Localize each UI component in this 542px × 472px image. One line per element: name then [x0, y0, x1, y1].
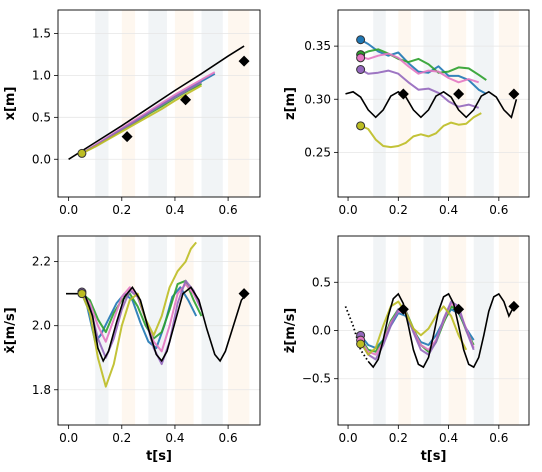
- x-tick-label: 0.0: [339, 431, 358, 445]
- plot-area: [58, 236, 260, 425]
- y-tick-label: 0.0: [32, 152, 51, 166]
- x-tick-label: 0.2: [389, 431, 408, 445]
- start-point: [356, 35, 366, 45]
- series-line: [359, 300, 468, 356]
- background-band-orange: [448, 10, 467, 197]
- x-tick-label: 0.2: [389, 203, 408, 217]
- x-tick-label: 0.4: [439, 203, 458, 217]
- background-band: [201, 236, 223, 425]
- y-tick-label: 0.35: [304, 39, 331, 53]
- x-tick-label: 0.6: [219, 431, 238, 445]
- diamond-marker: [508, 300, 520, 312]
- plot-frame: [337, 9, 530, 198]
- background-band-orange: [498, 10, 519, 197]
- y-axis-label: ż[m/s]: [283, 308, 298, 353]
- y-tick-label: 1.0: [32, 68, 51, 82]
- start-point: [77, 289, 87, 299]
- x-tick-label: 0.0: [59, 431, 78, 445]
- y-tick-label: 0.0: [312, 324, 331, 338]
- series-line: [81, 279, 203, 340]
- background-band-orange: [228, 236, 250, 425]
- plot-area: [338, 236, 529, 425]
- y-tick-label: 2.0: [32, 319, 51, 333]
- background-band: [473, 10, 494, 197]
- start-point: [356, 121, 366, 131]
- background-band: [148, 236, 167, 425]
- start-point: [356, 339, 366, 349]
- background-band-orange: [228, 10, 250, 197]
- diamond-marker: [397, 303, 409, 315]
- reference-line: [345, 90, 518, 119]
- diamond-marker: [238, 55, 250, 67]
- diamond-marker: [397, 88, 409, 100]
- reference-line: [66, 285, 248, 363]
- panel-4: 0.0 0.2 0.4 0.6 −0.5 0.0 0.5 ż[m/s] t[s]: [283, 235, 530, 464]
- y-tick-label: 0.5: [32, 110, 51, 124]
- diamond-marker: [453, 88, 465, 100]
- x-tick-label: 0.0: [59, 203, 78, 217]
- series-line: [81, 84, 202, 155]
- plot-frame: [57, 9, 261, 198]
- diamond-marker: [121, 131, 133, 143]
- x-axis-label: t[s]: [421, 449, 447, 464]
- plot-area: [58, 10, 260, 197]
- series-line: [360, 112, 482, 149]
- plot-area: [338, 10, 529, 197]
- diamond-marker: [453, 303, 465, 315]
- y-tick-label: −0.5: [302, 372, 331, 386]
- panel-1: 0.0 0.2 0.4 0.6 0.0 0.5 1.0 1.5 x[m]: [3, 9, 261, 217]
- reference-line: [68, 45, 245, 160]
- series-line: [81, 81, 202, 155]
- series-line: [360, 48, 487, 81]
- background-band: [201, 10, 223, 197]
- y-axis-label: z[m]: [283, 87, 298, 120]
- y-tick-label: 2.2: [32, 255, 51, 269]
- x-tick-label: 0.4: [165, 431, 184, 445]
- y-axis-label: x[m]: [3, 87, 18, 121]
- x-axis-label: t[s]: [146, 449, 172, 464]
- diamond-marker: [508, 88, 520, 100]
- x-tick-label: 0.2: [112, 203, 131, 217]
- x-tick-label: 0.4: [439, 431, 458, 445]
- y-tick-label: 1.8: [32, 383, 51, 397]
- background-band: [373, 10, 386, 197]
- background-band-orange: [121, 10, 136, 197]
- x-tick-label: 0.0: [339, 203, 358, 217]
- plot-frame: [57, 235, 261, 426]
- start-point: [77, 148, 87, 158]
- series-line: [360, 68, 480, 109]
- x-tick-label: 0.6: [489, 431, 508, 445]
- y-tick-label: 1.5: [32, 26, 51, 40]
- background-band: [95, 10, 109, 197]
- x-tick-label: 0.6: [219, 203, 238, 217]
- start-point: [356, 53, 366, 63]
- y-tick-label: 0.5: [312, 275, 331, 289]
- panel-3: 0.0 0.2 0.4 0.6 1.8 2.0 2.2 ẋ[m/s] t[s]: [3, 235, 261, 464]
- background-band-orange: [121, 236, 136, 425]
- y-tick-label: 0.25: [304, 145, 331, 159]
- start-point: [356, 65, 366, 74]
- background-band: [148, 10, 167, 197]
- y-axis-label: ẋ[m/s]: [3, 307, 18, 353]
- reference-line: [367, 292, 515, 369]
- series-line: [360, 52, 480, 84]
- panel-2: 0.0 0.2 0.4 0.6 0.25 0.30 0.35 z[m]: [283, 9, 530, 217]
- y-tick-label: 0.30: [304, 92, 331, 106]
- diamond-marker: [180, 94, 192, 106]
- x-tick-label: 0.4: [165, 203, 184, 217]
- diamond-marker: [238, 288, 250, 300]
- x-tick-label: 0.2: [112, 431, 131, 445]
- x-tick-label: 0.6: [489, 203, 508, 217]
